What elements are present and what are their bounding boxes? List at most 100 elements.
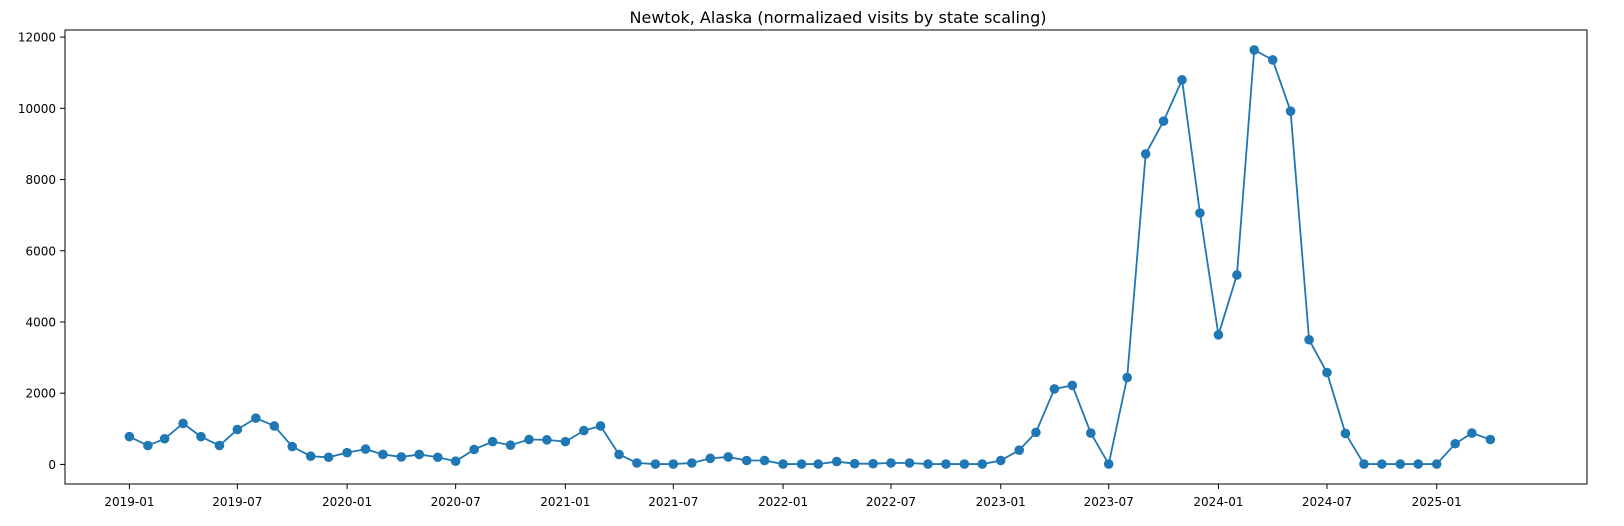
data-point [287, 441, 298, 452]
data-point [959, 459, 970, 469]
data-point [542, 435, 552, 445]
data-point [687, 458, 697, 468]
data-point [1014, 445, 1025, 455]
data-point [505, 440, 516, 450]
series-line-group [129, 49, 1491, 465]
x-tick-label: 2020-07 [431, 495, 481, 509]
axes: 2019-01 2019-07 2020-01 2020-07 2021-01 2021-… [18, 31, 1462, 509]
data-point [196, 431, 206, 442]
data-point [650, 459, 661, 469]
data-point [323, 452, 334, 463]
data-point [269, 421, 280, 431]
data-point [923, 459, 933, 469]
data-point [1158, 116, 1169, 126]
data-point [1049, 384, 1060, 394]
data-point [1450, 438, 1460, 449]
chart-title: Newtok, Alaska (normalizaed visits by st… [630, 8, 1047, 27]
data-point [159, 433, 170, 444]
data-point [1031, 427, 1041, 438]
data-point [668, 459, 679, 469]
data-point [1395, 459, 1406, 469]
x-tick-label: 2019-07 [212, 495, 262, 509]
data-point [595, 421, 606, 431]
data-point [378, 449, 388, 460]
x-tick-label: 2023-07 [1084, 495, 1134, 509]
y-tick-label: 4000 [25, 315, 56, 329]
data-point [995, 455, 1006, 466]
data-point [977, 459, 988, 469]
data-point [1103, 459, 1114, 469]
data-point [1285, 106, 1296, 116]
x-tick-label: 2022-01 [758, 495, 808, 509]
data-point [1122, 372, 1132, 383]
data-point [705, 453, 716, 464]
data-point [124, 431, 135, 442]
y-tick-label: 2000 [25, 387, 56, 401]
data-point [796, 459, 807, 469]
data-point [178, 418, 188, 429]
data-point [868, 458, 878, 469]
data-point [342, 447, 352, 458]
data-point [778, 459, 788, 469]
data-point [560, 436, 571, 447]
data-point [1213, 330, 1224, 340]
y-tick-label: 8000 [25, 173, 56, 187]
data-points [124, 45, 1496, 469]
x-tick-label: 2019-01 [104, 495, 154, 509]
data-point [414, 449, 425, 460]
data-point [632, 458, 642, 468]
data-point [1232, 270, 1242, 280]
data-point [450, 456, 461, 467]
data-point [759, 455, 770, 466]
x-tick-label: 2025-01 [1412, 495, 1462, 509]
data-point [251, 413, 261, 423]
data-point [1267, 55, 1278, 65]
data-point [1086, 428, 1096, 438]
data-point [1249, 45, 1260, 55]
data-point [143, 440, 153, 451]
data-point [941, 459, 951, 469]
data-point [741, 455, 752, 466]
data-point [1377, 459, 1387, 469]
y-tick-label: 10000 [18, 102, 56, 116]
data-point [1413, 459, 1424, 469]
data-point [1177, 75, 1187, 85]
x-tick-label: 2024-01 [1193, 495, 1243, 509]
data-point [432, 452, 443, 463]
data-point [723, 452, 733, 462]
data-point [396, 452, 407, 462]
data-point [1467, 428, 1477, 438]
data-point [886, 458, 896, 468]
x-tick-label: 2020-01 [322, 495, 372, 509]
data-point [469, 444, 479, 455]
data-point [579, 425, 589, 436]
data-point [904, 458, 915, 468]
data-point [524, 434, 534, 445]
data-point [1195, 208, 1205, 218]
data-point [1485, 434, 1496, 445]
data-point [360, 444, 371, 454]
data-point [1431, 459, 1442, 469]
data-point [214, 440, 225, 451]
series-line [129, 49, 1491, 465]
data-point [1340, 428, 1351, 439]
y-tick-label: 12000 [18, 31, 56, 45]
data-point [614, 449, 624, 460]
x-tick-label: 2023-01 [976, 495, 1026, 509]
x-tick-label: 2021-07 [648, 495, 698, 509]
data-point [813, 459, 824, 469]
data-point [849, 458, 860, 469]
data-point [1304, 334, 1314, 345]
data-point [1067, 380, 1078, 391]
x-tick-label: 2022-07 [866, 495, 916, 509]
data-point [487, 436, 498, 447]
data-point [1140, 149, 1151, 159]
data-point [1322, 367, 1332, 378]
data-point [232, 424, 243, 435]
x-tick-label: 2021-01 [540, 495, 590, 509]
data-point [1359, 459, 1369, 469]
data-point [305, 451, 316, 462]
x-tick-label: 2024-07 [1302, 495, 1352, 509]
